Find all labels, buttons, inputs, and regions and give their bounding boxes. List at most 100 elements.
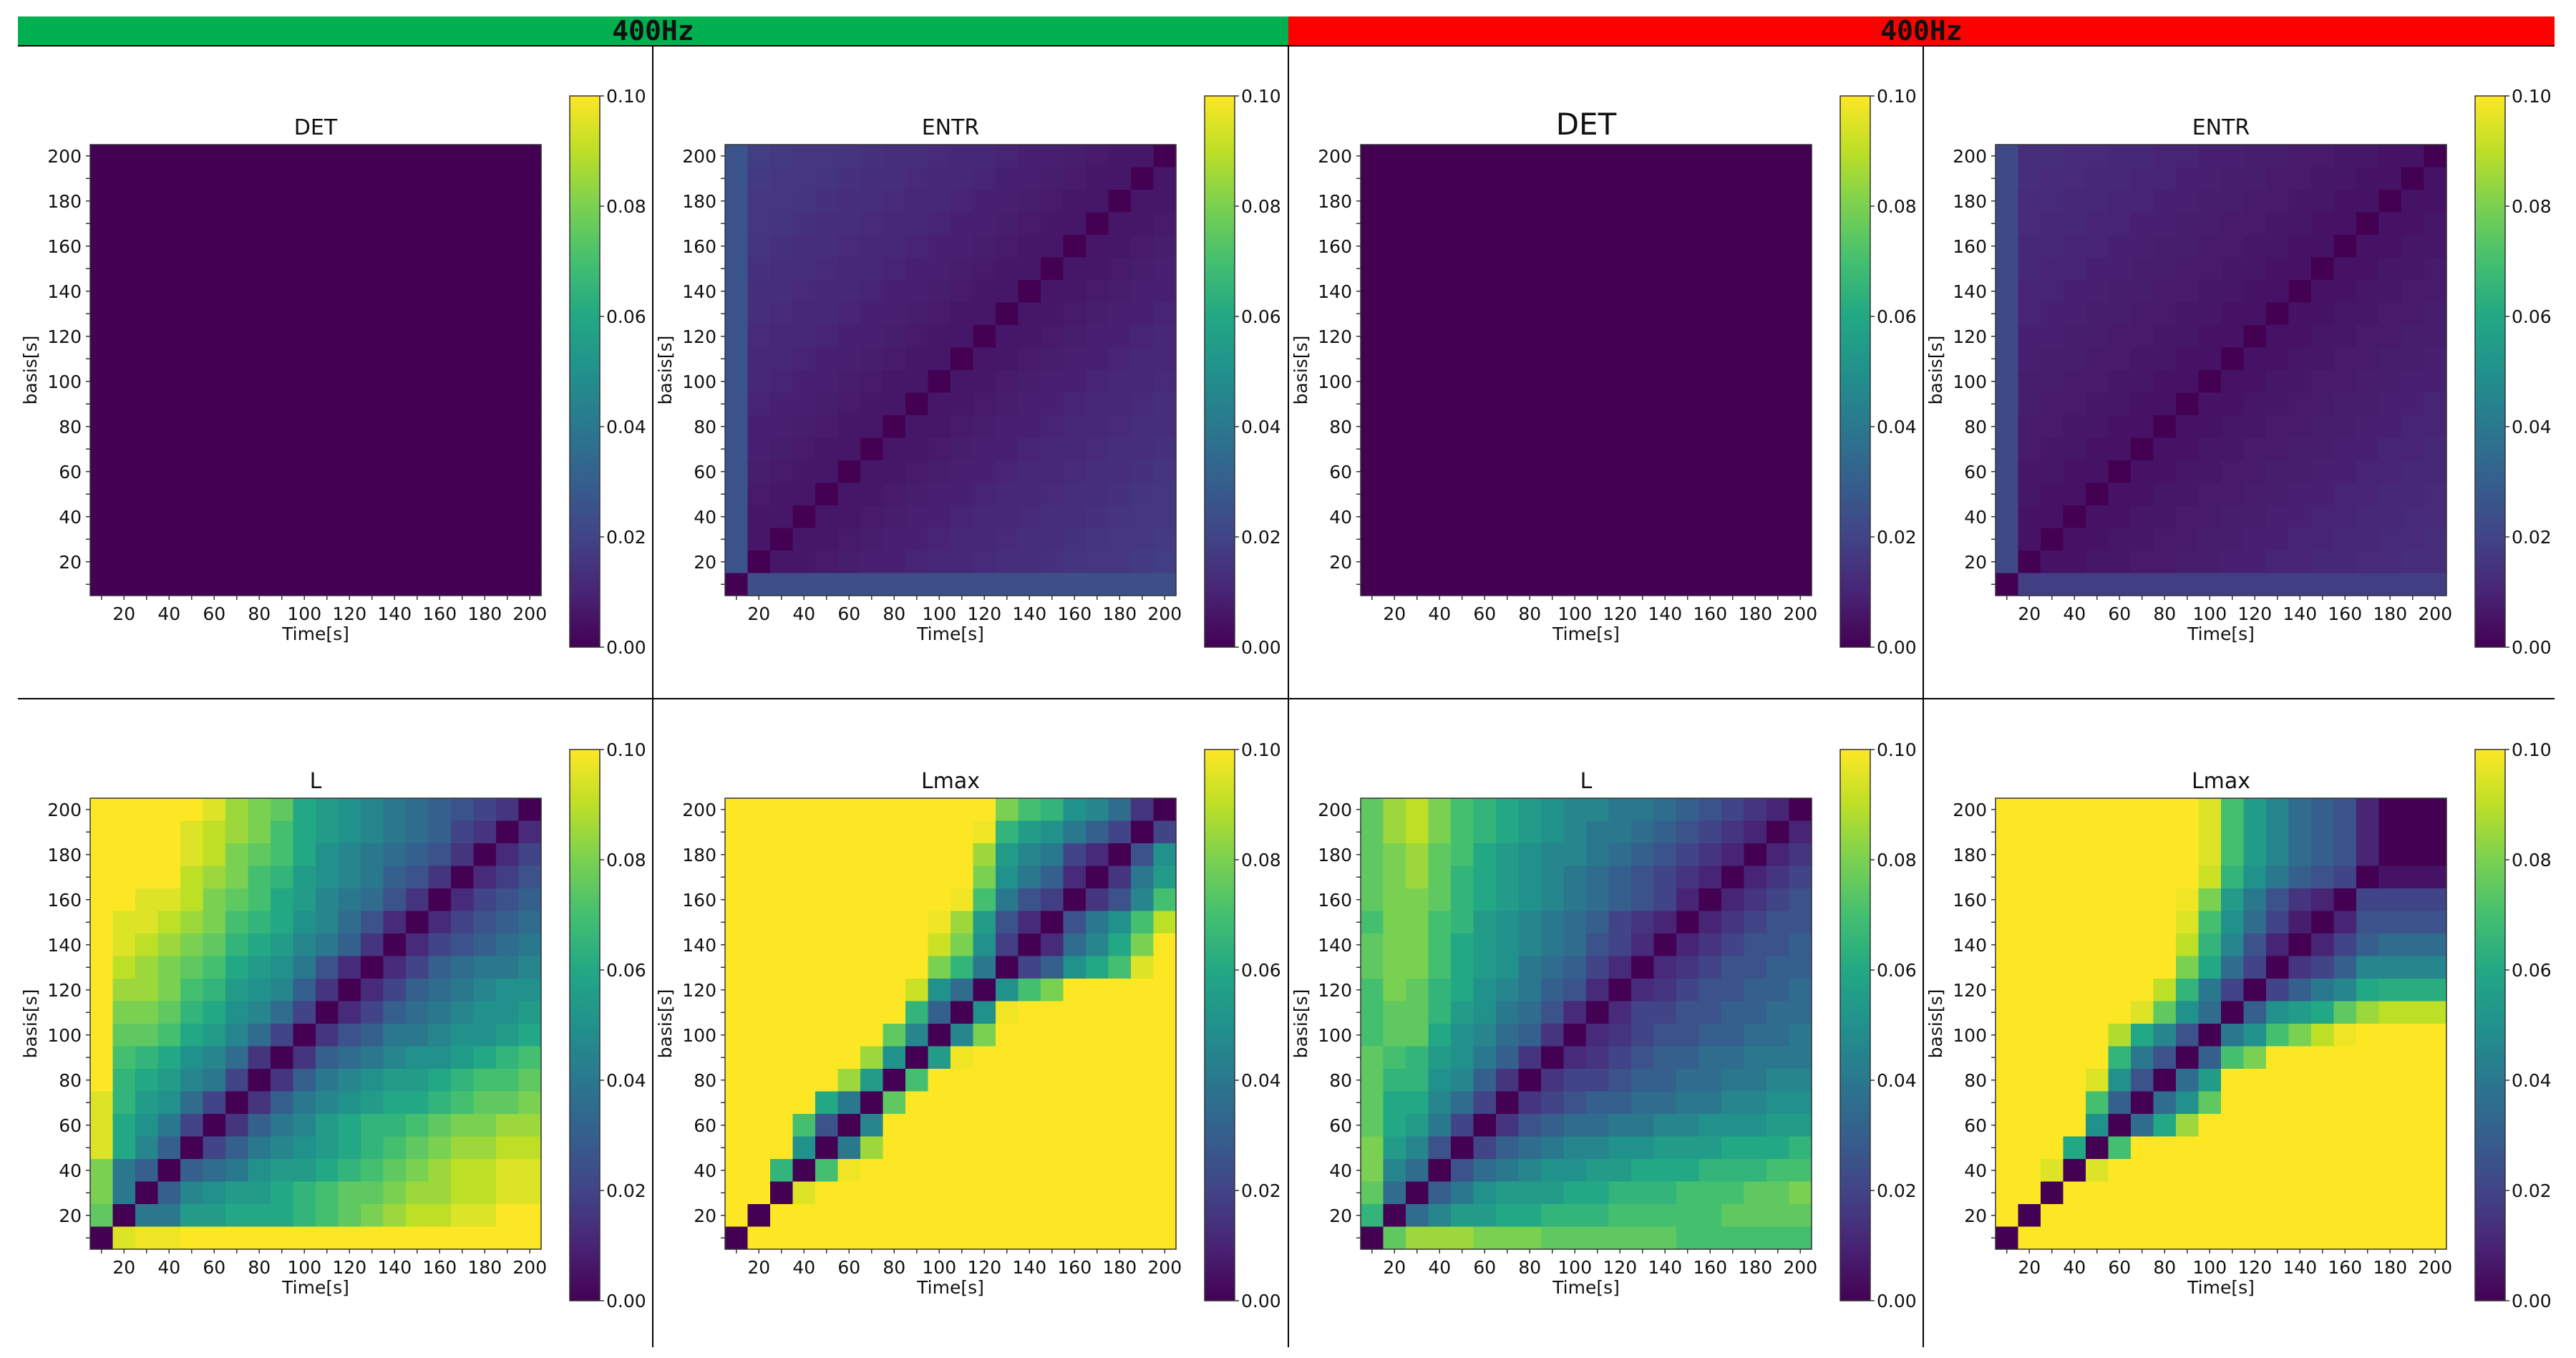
heatmap-cell: [2266, 1069, 2290, 1092]
heatmap-cell: [1406, 1024, 1429, 1047]
heatmap-cell: [1108, 573, 1132, 596]
heatmap-cell: [2333, 460, 2357, 484]
heatmap-cell: [1563, 392, 1587, 416]
heatmap-cell: [1131, 1091, 1155, 1115]
heatmap-cell: [1451, 1091, 1474, 1115]
heatmap-cell: [203, 1114, 226, 1138]
heatmap-cell: [951, 1001, 974, 1024]
heatmap-cell: [2266, 167, 2290, 190]
heatmap-cell: [1383, 1114, 1406, 1138]
heatmap-cell: [928, 1159, 951, 1183]
heatmap-cell: [2424, 956, 2447, 979]
heatmap-cell: [1563, 888, 1587, 912]
colorbar-tick-label: 0.06: [606, 960, 646, 981]
heatmap-cell: [1541, 1204, 1565, 1228]
heatmap-cell: [1631, 1159, 1655, 1183]
heatmap-cell: [112, 1024, 136, 1047]
heatmap-cell: [1496, 843, 1520, 867]
heatmap-cell: [1361, 1001, 1384, 1024]
heatmap-cell: [1518, 1046, 1542, 1070]
heatmap-cell: [1676, 911, 1700, 934]
heatmap-cell: [1496, 820, 1520, 844]
heatmap-cell: [1473, 1136, 1497, 1160]
heatmap-cell: [2041, 302, 2064, 326]
heatmap-cell: [2086, 1114, 2109, 1138]
heatmap-cell: [1496, 392, 1520, 416]
heatmap-cell: [451, 145, 475, 168]
y-tick-label: 80: [1964, 1070, 1987, 1091]
heatmap-cell: [1428, 843, 1452, 867]
heatmap-cell: [928, 392, 951, 416]
heatmap-cell: [1766, 843, 1790, 867]
heatmap-cell: [905, 190, 929, 213]
heatmap-cell: [2018, 280, 2041, 304]
heatmap-cell: [815, 1091, 839, 1115]
heatmap-cell: [1451, 1001, 1474, 1024]
heatmap-cell: [2378, 235, 2402, 258]
heatmap-cell: [2266, 212, 2290, 236]
heatmap-cell: [338, 843, 361, 867]
heatmap-cell: [2176, 1181, 2200, 1205]
heatmap-cell: [293, 956, 316, 979]
plot-frame: [1995, 797, 2447, 1250]
heatmap-cell: [1018, 370, 1041, 394]
heatmap-cell: [1698, 1226, 1722, 1250]
heatmap-cell: [1428, 437, 1452, 461]
heatmap-cell: [2333, 1001, 2357, 1024]
x-tick-label: 140: [377, 1257, 412, 1278]
heatmap-cell: [1496, 551, 1520, 574]
heatmap-cell: [2288, 820, 2312, 844]
heatmap-cell: [1063, 505, 1087, 529]
heatmap-cell: [792, 460, 816, 484]
heatmap-cell: [1789, 865, 1812, 889]
heatmap-cell: [860, 551, 884, 574]
x-tick-label: 120: [967, 1257, 1001, 1278]
heatmap-cell: [1473, 257, 1497, 281]
heatmap-cell: [996, 145, 1019, 168]
heatmap-cell: [1721, 190, 1745, 213]
heatmap-cell: [1631, 145, 1655, 168]
heatmap-cell: [2153, 820, 2177, 844]
heatmap-cell: [1473, 911, 1497, 934]
heatmap-cell: [1108, 1159, 1132, 1183]
heatmap-cell: [1131, 235, 1155, 258]
heatmap-cell: [1041, 235, 1064, 258]
heatmap-cell: [951, 347, 974, 371]
heatmap-cell: [2424, 235, 2447, 258]
heatmap-cell: [1496, 1204, 1520, 1228]
heatmap-cell: [2243, 865, 2267, 889]
heatmap-cell: [883, 798, 906, 822]
heatmap-cell: [1063, 843, 1087, 867]
heatmap-cell: [135, 979, 159, 1002]
heatmap-cell: [2266, 302, 2290, 326]
heatmap-cell: [271, 865, 294, 889]
heatmap-cell: [1676, 482, 1700, 506]
heatmap-cell: [928, 1136, 951, 1160]
heatmap-cell: [2176, 933, 2200, 957]
heatmap-cell: [180, 1181, 204, 1205]
heatmap-cell: [837, 437, 861, 461]
heatmap-cell: [1018, 573, 1041, 596]
heatmap-cell: [815, 888, 839, 912]
heatmap-cell: [1361, 325, 1384, 349]
heatmap-cell: [2243, 551, 2267, 574]
heatmap-cell: [2063, 1136, 2086, 1160]
heatmap-cell: [860, 865, 884, 889]
colorbar-tick-label: 0.00: [606, 637, 646, 658]
heatmap-cell: [2041, 347, 2064, 371]
heatmap-cell: [1406, 145, 1429, 168]
x-tick-label: 100: [922, 1257, 956, 1278]
heatmap-cell: [2198, 528, 2222, 551]
heatmap-cell: [2108, 325, 2132, 349]
heatmap-cell: [996, 190, 1019, 213]
heatmap-cell: [1153, 843, 1177, 867]
heatmap-cell: [1086, 280, 1109, 304]
heatmap-cell: [1361, 1204, 1384, 1228]
heatmap-cell: [2198, 1136, 2222, 1160]
heatmap-cell: [1789, 1204, 1812, 1228]
x-tick-label: 60: [837, 603, 860, 624]
y-tick-label: 60: [694, 462, 716, 482]
heatmap-cell: [815, 415, 839, 439]
y-tick-label: 20: [1964, 552, 1987, 573]
heatmap-cell: [2378, 1069, 2402, 1092]
